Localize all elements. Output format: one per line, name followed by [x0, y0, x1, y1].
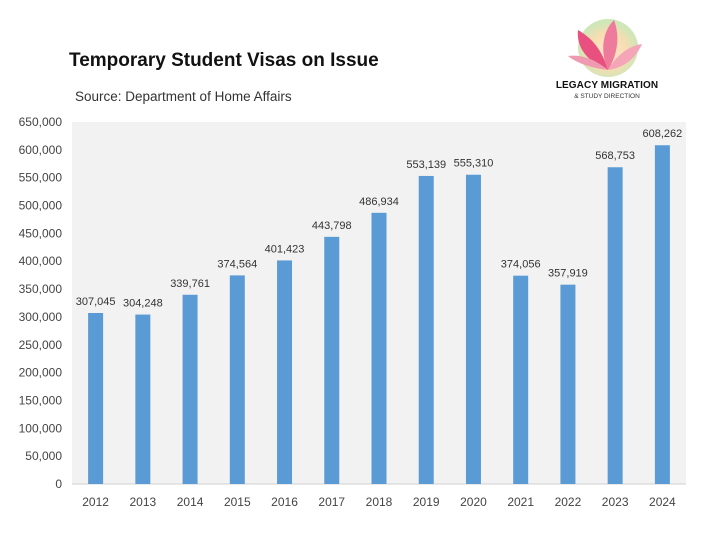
y-tick-label: 200,000: [19, 366, 63, 380]
x-tick-label: 2019: [413, 495, 440, 509]
chart-subtitle: Source: Department of Home Affairs: [75, 89, 292, 104]
data-label: 568,753: [595, 150, 635, 162]
y-tick-label: 500,000: [19, 199, 63, 213]
logo-tagline: & STUDY DIRECTION: [574, 93, 640, 100]
logo-name: LEGACY MIGRATION: [555, 80, 659, 91]
y-tick-label: 450,000: [19, 226, 63, 240]
bar: [513, 275, 529, 484]
company-logo: LEGACY MIGRATION & STUDY DIRECTION: [548, 12, 668, 112]
bar: [277, 260, 293, 484]
data-label: 608,262: [643, 128, 683, 140]
x-tick-label: 2018: [366, 495, 393, 509]
data-label: 553,139: [406, 159, 446, 171]
y-tick-label: 300,000: [19, 310, 63, 324]
x-tick-label: 2014: [177, 495, 204, 509]
y-tick-label: 400,000: [19, 254, 63, 268]
bar: [371, 212, 387, 484]
bar: [182, 294, 198, 484]
x-tick-label: 2022: [555, 495, 582, 509]
data-label: 401,423: [265, 243, 305, 255]
y-tick-label: 50,000: [25, 449, 62, 463]
bar: [607, 167, 623, 484]
lotus-flower-icon: [568, 19, 642, 77]
bar: [88, 312, 104, 484]
x-tick-label: 2020: [460, 495, 487, 509]
data-label: 486,934: [359, 196, 399, 208]
data-label: 307,045: [76, 296, 116, 308]
data-label: 555,310: [454, 158, 494, 170]
data-label: 357,919: [548, 268, 588, 280]
y-tick-label: 250,000: [19, 338, 63, 352]
bar: [560, 284, 576, 484]
y-tick-label: 0: [55, 477, 62, 491]
y-tick-label: 350,000: [19, 282, 63, 296]
x-tick-label: 2016: [271, 495, 298, 509]
x-tick-label: 2024: [649, 495, 676, 509]
y-tick-label: 650,000: [19, 115, 63, 129]
data-label: 304,248: [123, 298, 163, 310]
data-label: 374,056: [501, 259, 541, 271]
bar: [229, 275, 245, 484]
y-tick-label: 100,000: [19, 421, 63, 435]
bar: [418, 175, 434, 484]
x-tick-label: 2021: [507, 495, 534, 509]
x-tick-label: 2017: [318, 495, 345, 509]
x-tick-label: 2015: [224, 495, 251, 509]
bar: [324, 236, 340, 484]
bar: [465, 174, 481, 484]
y-tick-label: 600,000: [19, 143, 63, 157]
x-tick-label: 2023: [602, 495, 629, 509]
data-label: 374,564: [217, 258, 257, 270]
x-tick-label: 2012: [82, 495, 109, 509]
data-label: 443,798: [312, 220, 352, 232]
y-tick-label: 150,000: [19, 393, 63, 407]
chart-title: Temporary Student Visas on Issue: [69, 50, 379, 71]
x-tick-label: 2013: [129, 495, 156, 509]
bar: [654, 145, 670, 484]
bar: [135, 314, 151, 484]
data-label: 339,761: [170, 278, 210, 290]
y-tick-label: 550,000: [19, 171, 63, 185]
